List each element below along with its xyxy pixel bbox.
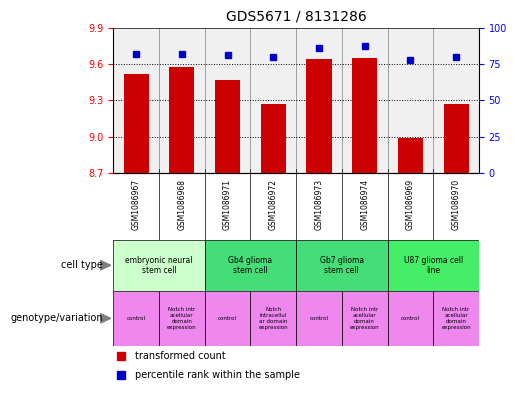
Text: Notch
intracellul
ar domain
expression: Notch intracellul ar domain expression xyxy=(259,307,288,329)
Bar xyxy=(398,138,423,173)
Bar xyxy=(113,291,159,346)
Text: GSM1086972: GSM1086972 xyxy=(269,179,278,230)
Polygon shape xyxy=(100,261,111,270)
Bar xyxy=(250,291,296,346)
Bar xyxy=(124,73,149,173)
Text: percentile rank within the sample: percentile rank within the sample xyxy=(135,370,300,380)
Text: GSM1086973: GSM1086973 xyxy=(315,179,323,230)
Bar xyxy=(296,291,342,346)
Text: control: control xyxy=(310,316,329,321)
Text: Gb4 glioma
stem cell: Gb4 glioma stem cell xyxy=(228,255,272,275)
Bar xyxy=(261,104,286,173)
Text: GSM1086971: GSM1086971 xyxy=(223,179,232,230)
Text: Gb7 glioma
stem cell: Gb7 glioma stem cell xyxy=(320,255,364,275)
Bar xyxy=(204,240,296,291)
Bar xyxy=(342,291,388,346)
Text: Notch intr
acellular
domain
expression: Notch intr acellular domain expression xyxy=(167,307,197,329)
Bar xyxy=(388,240,479,291)
Bar xyxy=(169,68,195,173)
Text: control: control xyxy=(401,316,420,321)
Text: control: control xyxy=(218,316,237,321)
Bar xyxy=(159,291,205,346)
Text: embryonic neural
stem cell: embryonic neural stem cell xyxy=(125,255,193,275)
Title: GDS5671 / 8131286: GDS5671 / 8131286 xyxy=(226,9,367,24)
Text: GSM1086968: GSM1086968 xyxy=(177,179,186,230)
Bar xyxy=(433,291,479,346)
Bar xyxy=(352,58,377,173)
Bar xyxy=(306,59,332,173)
Text: transformed count: transformed count xyxy=(135,351,226,361)
Text: GSM1086969: GSM1086969 xyxy=(406,179,415,230)
Text: cell type: cell type xyxy=(61,260,103,270)
Text: Notch intr
acellular
domain
expression: Notch intr acellular domain expression xyxy=(350,307,380,329)
Text: Notch intr
acellular
domain
expression: Notch intr acellular domain expression xyxy=(441,307,471,329)
Bar xyxy=(296,240,388,291)
Text: GSM1086970: GSM1086970 xyxy=(452,179,460,230)
Text: control: control xyxy=(127,316,146,321)
Bar xyxy=(388,291,433,346)
Bar xyxy=(443,104,469,173)
Bar xyxy=(204,291,250,346)
Text: genotype/variation: genotype/variation xyxy=(10,313,103,323)
Polygon shape xyxy=(100,314,111,323)
Bar xyxy=(113,240,204,291)
Text: GSM1086974: GSM1086974 xyxy=(360,179,369,230)
Text: U87 glioma cell
line: U87 glioma cell line xyxy=(404,255,463,275)
Text: GSM1086967: GSM1086967 xyxy=(132,179,141,230)
Bar xyxy=(215,80,240,173)
